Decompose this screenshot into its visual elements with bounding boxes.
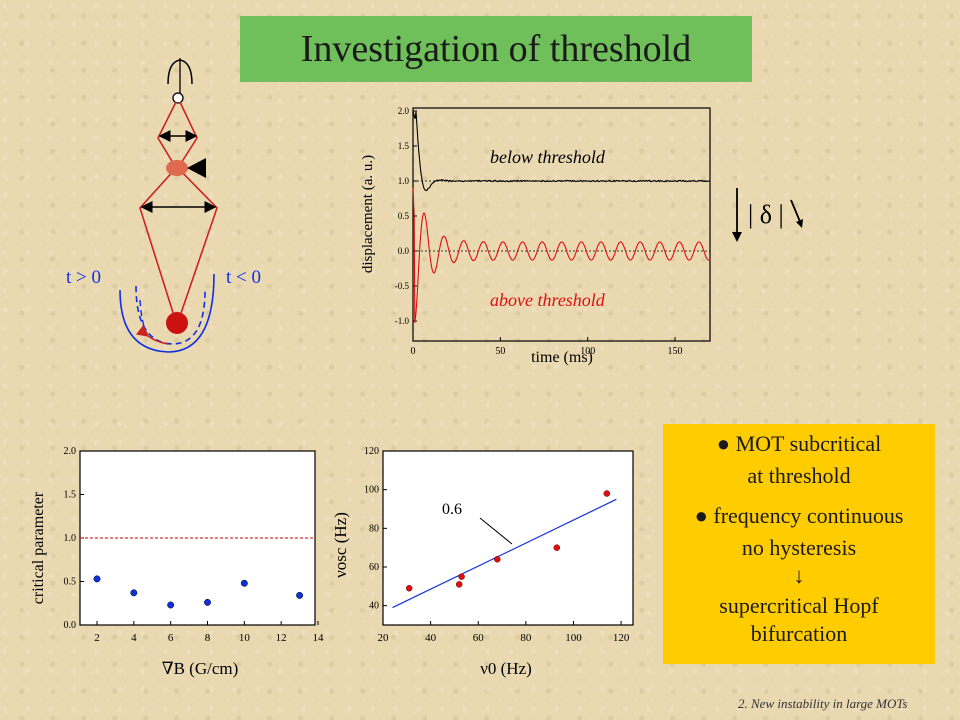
ytick-label: 60 <box>369 562 379 573</box>
ytick-label: 120 <box>364 446 379 457</box>
fit-slope-label: 0.6 <box>442 501 462 518</box>
ytick-label: 100 <box>364 485 379 496</box>
chart1-frame <box>383 451 633 625</box>
down-arrow-icon: ↓ <box>663 562 935 590</box>
ytick-label: 40 <box>369 601 379 612</box>
conclusion-box: ● MOT subcritical at threshold ● frequen… <box>663 424 935 664</box>
data-point <box>604 491 610 497</box>
conclusion-line-4: no hysteresis <box>663 534 935 562</box>
conclusion-line-3: frequency continuous <box>713 503 903 528</box>
xtick-label: 80 <box>520 632 532 644</box>
xtick-label: 60 <box>473 632 485 644</box>
chart1-xlabel: ν0 (Hz) <box>480 659 532 678</box>
footer-note: 2. New instability in large MOTs <box>738 696 908 712</box>
xtick-label: 40 <box>425 632 437 644</box>
xtick-label: 20 <box>378 632 390 644</box>
bullet-item-1: ● MOT subcritical <box>663 430 935 458</box>
xtick-label: 100 <box>565 632 582 644</box>
conclusion-line-6: bifurcation <box>663 620 935 648</box>
conclusion-line-2: at threshold <box>663 462 935 490</box>
ytick-label: 80 <box>369 523 379 534</box>
conclusion-line-5: supercritical Hopf <box>663 592 935 620</box>
data-point <box>456 581 462 587</box>
chart1-ylabel: νosc (Hz) <box>331 512 350 578</box>
data-point <box>459 574 465 580</box>
data-point <box>406 585 412 591</box>
bullet-item-2: ● frequency continuous <box>663 502 935 530</box>
data-point <box>494 556 500 562</box>
conclusion-line-1: MOT subcritical <box>736 431 882 456</box>
data-point <box>554 545 560 551</box>
xtick-label: 120 <box>613 632 630 644</box>
